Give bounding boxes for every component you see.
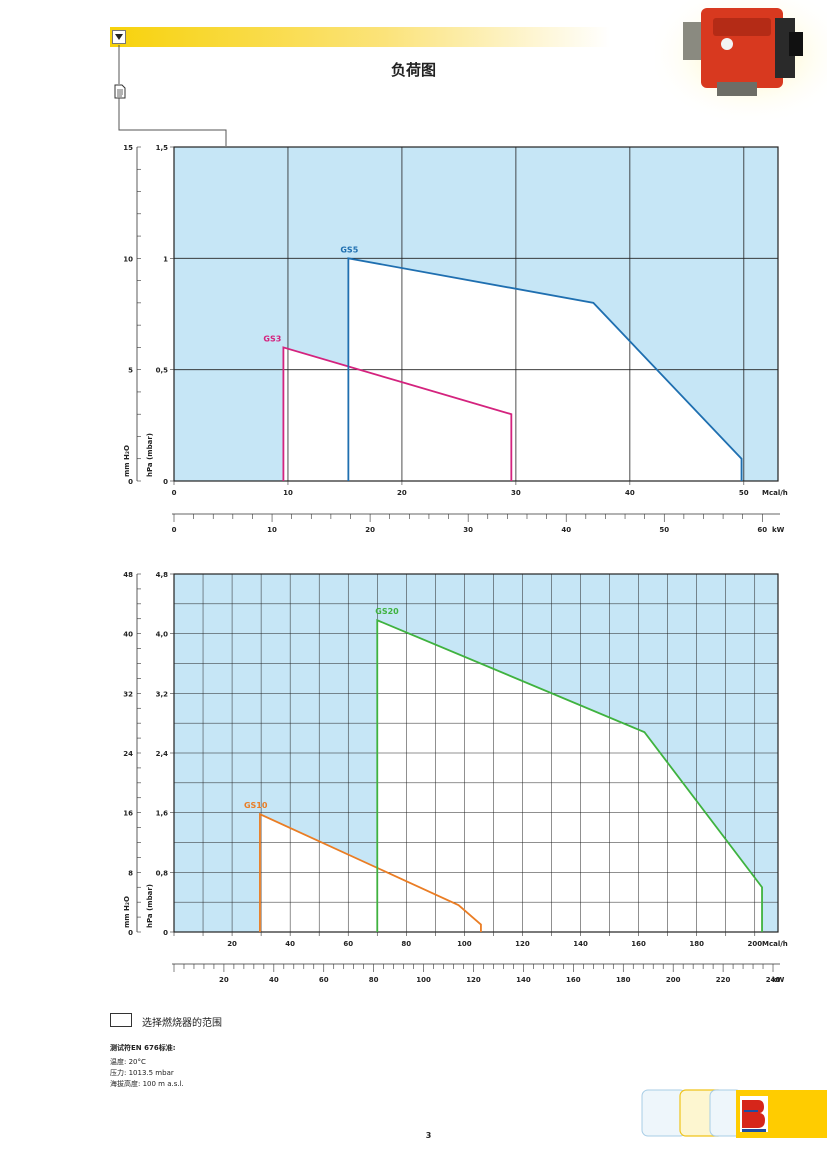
hPa-tick-label: 0,8 (156, 869, 169, 877)
flow-tick-label: 60 (343, 940, 353, 948)
flow-tick-label: 200 (747, 940, 762, 948)
kW-tick-label: 120 (466, 976, 481, 984)
mmH2O-tick-label: 5 (128, 367, 133, 375)
kW-tick-label: 100 (416, 976, 431, 984)
hPa-tick-label: 0 (163, 929, 168, 937)
chart-2: GS10GS204840322416804,84,03,22,41,60,80m… (123, 571, 788, 984)
flow-tick-label: 30 (511, 489, 521, 497)
page-number: 3 (425, 1131, 432, 1140)
mmH2O-tick-label: 16 (123, 810, 133, 818)
kW-tick-label: 30 (463, 526, 473, 534)
notes-title: 测试符EN 676标准: (110, 1044, 176, 1052)
kW-tick-label: 20 (365, 526, 375, 534)
hPa-tick-label: 4,0 (156, 631, 169, 639)
grid (174, 147, 778, 481)
flow-tick-label: 40 (285, 940, 295, 948)
kW-tick-label: 50 (659, 526, 669, 534)
kW-tick-label: 40 (269, 976, 279, 984)
flow-tick-label: 40 (625, 489, 635, 497)
kW-tick-label: 40 (561, 526, 571, 534)
flow-tick-label: 10 (283, 489, 293, 497)
note-temperature: 温度: 20°C (110, 1058, 146, 1066)
kW-tick-label: 240 (766, 976, 781, 984)
connector-line (118, 45, 227, 146)
hPa-tick-label: 2,4 (156, 750, 169, 758)
kW-unit-label: kW (772, 526, 785, 534)
hPa-tick-label: 0 (163, 478, 168, 486)
mmH2O-tick-label: 24 (123, 750, 133, 758)
flow-tick-label: 20 (397, 489, 407, 497)
flow-unit-label: Mcal/h (762, 940, 788, 948)
operating-region (377, 620, 763, 932)
flow-tick-label: 100 (457, 940, 472, 948)
kW-tick-label: 80 (369, 976, 379, 984)
series-line (347, 257, 743, 481)
mmH2O-tick-label: 40 (123, 631, 133, 639)
grid (174, 574, 778, 932)
series-label: GS5 (340, 245, 358, 254)
brand-logo (640, 1088, 827, 1140)
hPa-tick-label: 1,5 (156, 144, 169, 152)
kW-tick-label: 220 (716, 976, 731, 984)
flow-tick-label: 50 (739, 489, 749, 497)
kW-tick-label: 20 (219, 976, 229, 984)
legend-label: 选择燃烧器的范围 (142, 1018, 222, 1029)
kW-tick-label: 60 (757, 526, 767, 534)
kW-tick-label: 10 (267, 526, 277, 534)
series-line (259, 812, 482, 932)
hPa-axis-label: hPa (mbar) (146, 884, 154, 928)
note-altitude: 海拔高度: 100 m a.s.l. (110, 1080, 184, 1088)
hPa-tick-label: 1 (163, 255, 168, 263)
flow-tick-label: 180 (689, 940, 704, 948)
hPa-tick-label: 1,6 (156, 810, 169, 818)
kW-tick-label: 60 (319, 976, 329, 984)
series-label: GS3 (263, 334, 281, 343)
hPa-tick-label: 3,2 (156, 690, 169, 698)
document-icon[interactable] (114, 84, 126, 103)
kW-tick-label: 0 (172, 526, 177, 534)
mmH2O-axis-label: mm H₂O (123, 896, 131, 928)
hPa-tick-label: 4,8 (156, 571, 169, 579)
kW-tick-label: 200 (666, 976, 681, 984)
series-label: GS20 (375, 607, 399, 616)
kW-tick-label: 180 (616, 976, 631, 984)
product-photo (655, 0, 827, 120)
hPa-tick-label: 0,5 (156, 367, 169, 375)
flow-tick-label: 80 (401, 940, 411, 948)
mmH2O-tick-label: 10 (123, 255, 133, 263)
page-title: 负荷图 (390, 61, 436, 79)
mmH2O-tick-label: 15 (123, 144, 133, 152)
flow-tick-label: 20 (227, 940, 237, 948)
flow-tick-label: 0 (172, 489, 177, 497)
plot-frame (173, 146, 779, 482)
legend-swatch (110, 1013, 132, 1027)
mmH2O-tick-label: 0 (128, 929, 133, 937)
flow-unit-label: Mcal/h (762, 489, 788, 497)
flow-tick-label: 160 (631, 940, 646, 948)
series-label: GS10 (244, 801, 268, 810)
dropdown-arrow-icon[interactable] (112, 30, 126, 44)
kW-tick-label: 140 (516, 976, 531, 984)
mmH2O-tick-label: 48 (123, 571, 133, 579)
mmH2O-tick-label: 0 (128, 478, 133, 486)
note-pressure: 压力: 1013.5 mbar (110, 1069, 174, 1077)
mmH2O-axis-label: mm H₂O (123, 445, 131, 477)
header-banner (110, 27, 610, 47)
hPa-axis-label: hPa (mbar) (146, 433, 154, 477)
series-line (282, 346, 513, 481)
mmH2O-tick-label: 8 (128, 869, 133, 877)
kW-tick-label: 160 (566, 976, 581, 984)
kW-unit-label: kW (772, 976, 785, 984)
series-line (376, 618, 763, 932)
flow-tick-label: 140 (573, 940, 588, 948)
flow-tick-label: 120 (515, 940, 530, 948)
mmH2O-tick-label: 32 (123, 690, 133, 698)
